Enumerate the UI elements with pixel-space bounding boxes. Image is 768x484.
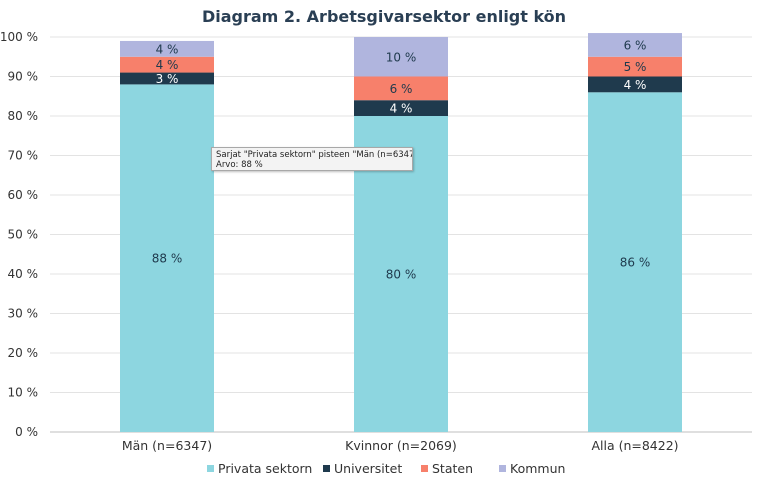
data-label: 5 % (624, 60, 647, 74)
bar-segment[interactable] (120, 84, 214, 433)
bar-segment[interactable] (120, 40, 214, 57)
y-tick-label: 70 % (8, 149, 39, 163)
y-tick-label: 40 % (8, 267, 39, 281)
data-label: 4 % (390, 102, 413, 116)
y-tick-label: 20 % (8, 346, 39, 360)
data-label: 3 % (156, 72, 179, 86)
legend-label: Privata sektorn (218, 461, 312, 476)
y-tick-label: 10 % (8, 386, 39, 400)
bar-segment[interactable] (588, 76, 682, 93)
data-label: 6 % (390, 82, 413, 96)
legend-label: Staten (432, 461, 473, 476)
bar-segment[interactable] (588, 33, 682, 57)
bar-segment[interactable] (120, 72, 214, 85)
x-tick-label: Alla (n=8422) (591, 438, 678, 453)
bar-segment[interactable] (120, 56, 214, 73)
data-label: 88 % (152, 252, 183, 266)
bar-segment[interactable] (354, 76, 448, 101)
bars: 88 %3 %4 %4 %80 %4 %6 %10 %86 %4 %5 %6 % (120, 33, 682, 433)
y-tick-label: 100 % (0, 30, 38, 44)
legend-swatch (207, 465, 214, 472)
bar-segment[interactable] (354, 100, 448, 116)
y-tick-label: 80 % (8, 109, 39, 123)
data-label: 6 % (624, 38, 647, 52)
bar-segment[interactable] (588, 56, 682, 77)
data-label: 80 % (386, 268, 417, 282)
y-axis: 0 % 10 % 20 % 30 % 40 % 50 % 60 % 70 % 80 % 90 % 1… (0, 30, 38, 439)
tooltip-line-1: Sarjat "Privata sektorn" pisteen "Män (n… (216, 150, 413, 160)
data-label: 4 % (156, 42, 179, 56)
x-tick-label: Kvinnor (n=2069) (345, 438, 457, 453)
chart-title: Diagram 2. Arbetsgivarsektor enligt kön (202, 7, 566, 26)
legend-swatch (421, 465, 428, 472)
data-label: 4 % (624, 78, 647, 92)
legend: Privata sektorn Universitet Staten Kommun (207, 461, 565, 476)
data-label: 10 % (386, 50, 417, 64)
legend-label: Kommun (510, 461, 565, 476)
data-label: 4 % (156, 58, 179, 72)
tooltip-line-2: Arvo: 88 % (216, 160, 263, 170)
bar-segment[interactable] (354, 37, 448, 77)
tooltip: Sarjat "Privata sektorn" pisteen "Män (n… (211, 147, 413, 171)
y-tick-label: 30 % (8, 307, 39, 321)
y-tick-label: 0 % (15, 425, 38, 439)
legend-swatch (323, 465, 330, 472)
y-tick-label: 90 % (8, 70, 39, 84)
data-label: 86 % (620, 256, 651, 270)
bar-segment[interactable] (588, 92, 682, 433)
y-tick-label: 60 % (8, 188, 39, 202)
legend-swatch (499, 465, 506, 472)
x-tick-label: Män (n=6347) (122, 438, 212, 453)
legend-label: Universitet (334, 461, 402, 476)
y-tick-label: 50 % (8, 228, 39, 242)
x-axis: Män (n=6347) Kvinnor (n=2069) Alla (n=8422… (122, 438, 679, 453)
